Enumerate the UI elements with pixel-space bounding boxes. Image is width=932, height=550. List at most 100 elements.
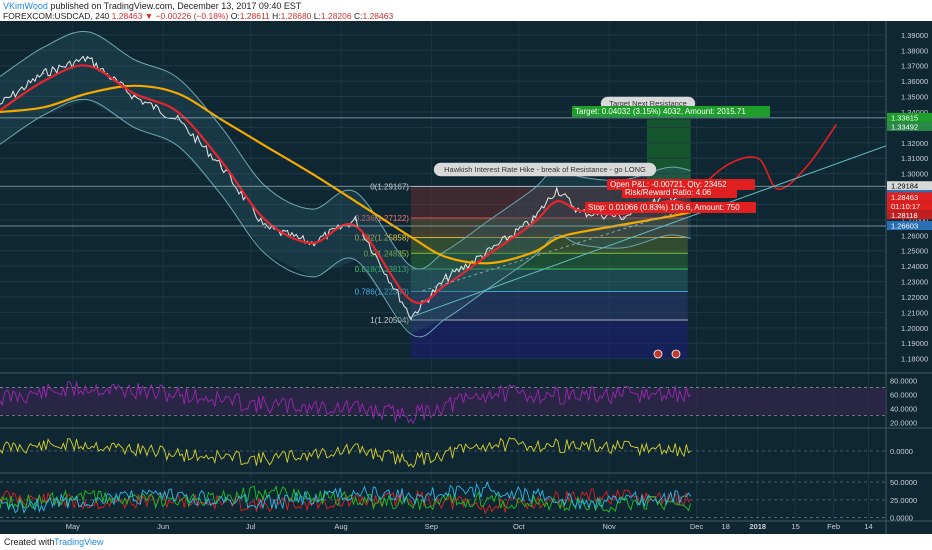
price-tick-label: 1.26000 (901, 231, 928, 240)
price-point (445, 277, 447, 280)
pnl-box[interactable]: Open P&L: -0.00721, Qty: 23452 (607, 179, 755, 190)
fib-level-label: 0.382(1.25858) (355, 234, 410, 243)
target-box[interactable]: Target: 0.04032 (3.15%) 4032, Amount: 20… (572, 106, 770, 117)
price-axis-badge (887, 121, 932, 131)
indicator-line (0, 437, 691, 469)
low-label: L: (313, 11, 321, 21)
symbol-label: FOREXCOM:USDCAD, 240 (3, 11, 110, 21)
author-name[interactable]: VKimWood (3, 1, 48, 11)
ma-fast-line (0, 64, 691, 304)
time-axis-label: Jul (246, 522, 256, 531)
price-axis-badge (887, 210, 932, 220)
price-tick-label: 1.35000 (901, 93, 928, 102)
chart-canvas[interactable]: 0(1.29167)0.236(1.27122)0.382(1.25858)0.… (0, 21, 932, 534)
indicator-tick-label: 40.0000 (890, 405, 917, 414)
price-axis-badge-label: 1.33492 (891, 122, 918, 131)
pnl-box-text: Open P&L: -0.00721, Qty: 23452 (610, 180, 727, 189)
bollinger-lower (0, 98, 691, 338)
high-label: H: (272, 11, 281, 21)
price-tick-label: 1.34000 (901, 108, 928, 117)
time-axis-label: 14 (864, 522, 872, 531)
time-axis-label: May (66, 522, 80, 531)
dashed-trendline[interactable] (422, 208, 688, 292)
support-trendline[interactable] (410, 145, 887, 318)
projection-path (690, 123, 838, 198)
price-axis-badge-label: 1.29184 (891, 182, 918, 191)
price-tick-label: 1.30000 (901, 170, 928, 179)
fibonacci-retracement[interactable]: 0(1.29167)0.236(1.27122)0.382(1.25858)0.… (355, 182, 688, 359)
price-point (489, 250, 491, 252)
price-point (0, 103, 1, 105)
indicator-tick-label: 80.0000 (890, 377, 917, 386)
time-axis-label: 15 (791, 522, 799, 531)
tradingview-logo[interactable]: TradingView (54, 537, 104, 547)
price-axis-badge (887, 112, 932, 122)
price-point (532, 219, 534, 221)
price-tick-label: 1.38000 (901, 46, 928, 55)
risk-reward-box-text: Risk/Reward Ratio: 4.06 (625, 188, 712, 197)
fib-zone (410, 269, 688, 292)
last-price: 1.28463 (111, 11, 143, 21)
callout-resistance-text: Hawkish Interest Rate Hike - break of Re… (444, 165, 646, 174)
event-flag-icon[interactable] (653, 349, 663, 359)
price-point (43, 72, 45, 75)
price-tick-label: 1.31000 (901, 154, 928, 163)
price-axis-badge-label: 1.28118 (891, 211, 918, 220)
price-point (177, 119, 179, 121)
indicator-line (0, 381, 692, 425)
fib-level-label: 0(1.29167) (370, 182, 409, 191)
indicator-line (0, 481, 692, 514)
time-axis-label: Jun (157, 522, 169, 531)
price-point (264, 227, 266, 229)
price-tick-label: 1.37000 (901, 62, 928, 71)
created-with-label: Created with (4, 537, 55, 547)
risk-reward-box[interactable]: Risk/Reward Ratio: 4.06 (622, 188, 737, 198)
indicator-tick-label: 0.0000 (890, 514, 913, 523)
price-point (354, 219, 357, 221)
callout-resistance-bg (433, 162, 657, 177)
callout-resistance[interactable]: Hawkish Interest Rate Hike - break of Re… (433, 162, 657, 177)
price-axis-badge (887, 181, 932, 191)
indicator-panes (0, 381, 886, 518)
price-tick-label: 1.27000 (901, 216, 928, 225)
fib-level-label: 0.786(1.22359) (355, 287, 410, 296)
indicator-tick-label: 50.0000 (890, 478, 917, 487)
indicator-tick-label: 25.0000 (890, 496, 917, 505)
close-value: 1.28463 (362, 11, 394, 21)
price-axis-badge (887, 201, 932, 211)
fib-zone (410, 291, 688, 321)
price-axis-badge-label: 1.26603 (891, 222, 918, 231)
price-series (0, 55, 838, 321)
price-tick-label: 1.18000 (901, 355, 928, 364)
time-axis-label: Dec (690, 522, 704, 531)
chart-header: VKimWood published on TradingView.com, D… (0, 0, 932, 21)
time-axis-label: 18 (722, 522, 730, 531)
fib-zone (410, 237, 688, 254)
price-tick-label: 1.24000 (901, 262, 928, 271)
annotations[interactable]: Hawkish Interest Rate Hike - break of Re… (433, 96, 770, 359)
price-tick-label: 1.19000 (901, 339, 928, 348)
target-box-bg (572, 106, 770, 117)
time-axis-label: Aug (334, 522, 347, 531)
price-point (579, 211, 581, 213)
axes: 80.0000 60.0000 40.0000 20.0000 0.0000 50.000… (66, 31, 932, 531)
time-axis-label: Oct (513, 522, 526, 531)
price-axis-badge (887, 192, 932, 202)
open-value: 1.28611 (239, 11, 270, 21)
indicator-tick-label: 60.0000 (890, 391, 917, 400)
event-flag-icon[interactable] (671, 349, 681, 359)
target-zone (647, 119, 691, 188)
price-change: ▼ −0.00226 (−0.18%) (144, 11, 229, 21)
price-tick-label: 1.32000 (901, 139, 928, 148)
price-axis-badge-label: 01:10:17 (891, 202, 920, 211)
time-axis-label: Feb (827, 522, 840, 531)
stop-box[interactable]: Stop: 0.01066 (0.83%) 106.6, Amount: 750 (585, 202, 756, 213)
risk-reward-box-bg (622, 188, 737, 198)
fib-zone (410, 253, 688, 270)
stop-box-bg (585, 202, 756, 213)
price-point (623, 216, 625, 218)
ma-slow-line (0, 84, 691, 265)
close-label: C: (353, 11, 363, 21)
fib-extension-zone (410, 320, 688, 359)
indicator-tick-label: 20.0000 (890, 419, 917, 428)
